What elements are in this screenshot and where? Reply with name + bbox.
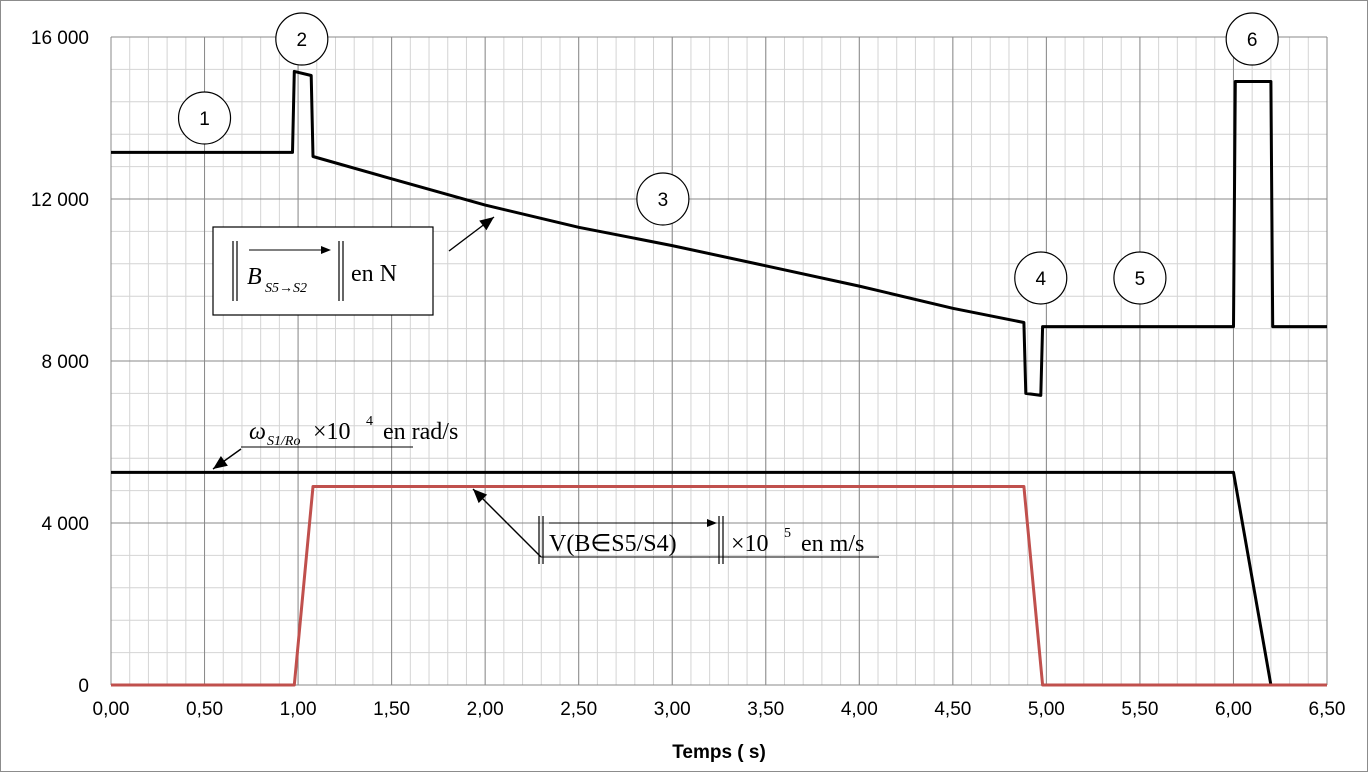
- x-tick-label: 4,00: [841, 699, 878, 720]
- force-label-main: B: [247, 264, 262, 290]
- omega-label-sub: S1/Ro: [267, 434, 300, 449]
- y-tick-label: 16 000: [31, 28, 89, 49]
- phase-marker-circle: [1225, 12, 1279, 66]
- leader-arrow-head: [213, 455, 228, 469]
- y-tick-label: 0: [78, 676, 89, 697]
- y-tick-label: 4 000: [41, 514, 89, 535]
- series-line-3: [111, 485, 1327, 687]
- omega-label-exp: 4: [366, 414, 373, 429]
- x-tick-label: 3,50: [747, 699, 784, 720]
- y-tick-label: 12 000: [31, 190, 89, 211]
- x-tick-label: 6,50: [1309, 699, 1346, 720]
- phase-marker-label: 5: [1135, 269, 1146, 290]
- force-label-box: [212, 226, 434, 316]
- omega-label: ω S1/Ro ×10 4 en rad/s: [241, 414, 458, 449]
- velocity-label-exp: 5: [784, 526, 791, 541]
- phase-marker-label: 4: [1035, 269, 1046, 290]
- leader-arrows: [212, 216, 542, 558]
- phase-marker-label: 3: [658, 190, 669, 211]
- phase-markers: 1 2 3 4 5 6: [177, 12, 1279, 305]
- phase-marker-circle: [177, 91, 232, 145]
- leader-arrow-head: [479, 217, 494, 231]
- series-line-1: [111, 69, 1327, 397]
- x-tick-label: 1,00: [280, 699, 317, 720]
- series-line-2: [111, 470, 1327, 687]
- velocity-label-mult: ×10: [731, 531, 769, 557]
- x-tick-label: 6,00: [1215, 699, 1252, 720]
- y-tick-label: 8 000: [41, 352, 89, 373]
- velocity-label-unit: en m/s: [801, 531, 864, 557]
- vector-arrow-head: [707, 519, 717, 527]
- x-tick-label: 4,50: [934, 699, 971, 720]
- leader-arrow-line: [472, 488, 542, 558]
- x-tick-label: 5,50: [1121, 699, 1158, 720]
- force-label: B S5→S2 en N: [212, 226, 434, 316]
- omega-label-mult: ×10: [313, 419, 351, 445]
- phase-marker-label: 1: [199, 109, 210, 130]
- omega-label-unit: en rad/s: [383, 419, 458, 445]
- phase-marker-circle: [1113, 251, 1167, 305]
- x-tick-label: 0,00: [93, 699, 130, 720]
- series-layer: [111, 69, 1327, 687]
- x-tick-label: 0,50: [186, 699, 223, 720]
- phase-marker-circle: [636, 172, 690, 226]
- x-tick-label: 1,50: [373, 699, 410, 720]
- force-label-sub: S5→S2: [265, 281, 307, 296]
- x-tick-label: 3,00: [654, 699, 691, 720]
- x-axis-title: Temps ( s): [672, 742, 766, 763]
- phase-marker-label: 6: [1247, 30, 1258, 51]
- phase-marker-circle: [275, 12, 329, 66]
- x-tick-label: 2,50: [560, 699, 597, 720]
- x-tick-labels: 0,00 0,50 1,00 1,50 2,00 2,50 3,00 3,50 4,00 4,50…: [93, 699, 1346, 720]
- y-tick-labels: 0 4 000 8 000 12 000 16 000: [31, 28, 89, 697]
- omega-label-main: ω: [249, 419, 266, 445]
- x-tick-label: 2,00: [467, 699, 504, 720]
- velocity-label-main: V(B∈S5/S4): [549, 531, 677, 557]
- phase-marker-circle: [1014, 251, 1068, 305]
- leader-arrow-head: [473, 489, 488, 504]
- grid-major: [110, 36, 1328, 686]
- velocity-label: V(B∈S5/S4) ×10 5 en m/s: [538, 516, 879, 564]
- vector-arrow-head: [321, 246, 331, 254]
- x-tick-label: 5,00: [1028, 699, 1065, 720]
- force-label-unit: en N: [351, 261, 397, 287]
- phase-marker-label: 2: [297, 30, 308, 51]
